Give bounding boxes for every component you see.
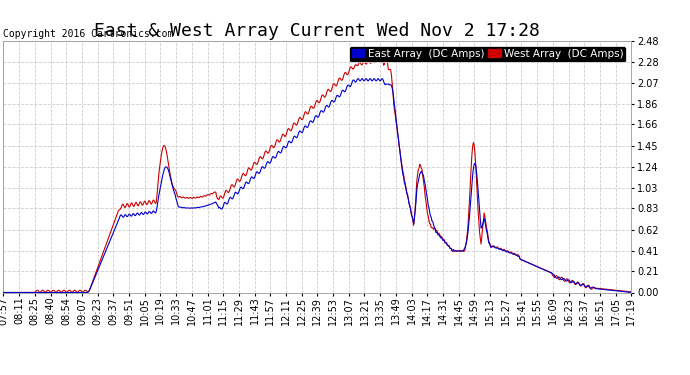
- Legend: East Array  (DC Amps), West Array  (DC Amps): East Array (DC Amps), West Array (DC Amp…: [349, 46, 626, 62]
- Title: East & West Array Current Wed Nov 2 17:28: East & West Array Current Wed Nov 2 17:2…: [95, 22, 540, 40]
- Text: Copyright 2016 Cartronics.com: Copyright 2016 Cartronics.com: [3, 29, 174, 39]
